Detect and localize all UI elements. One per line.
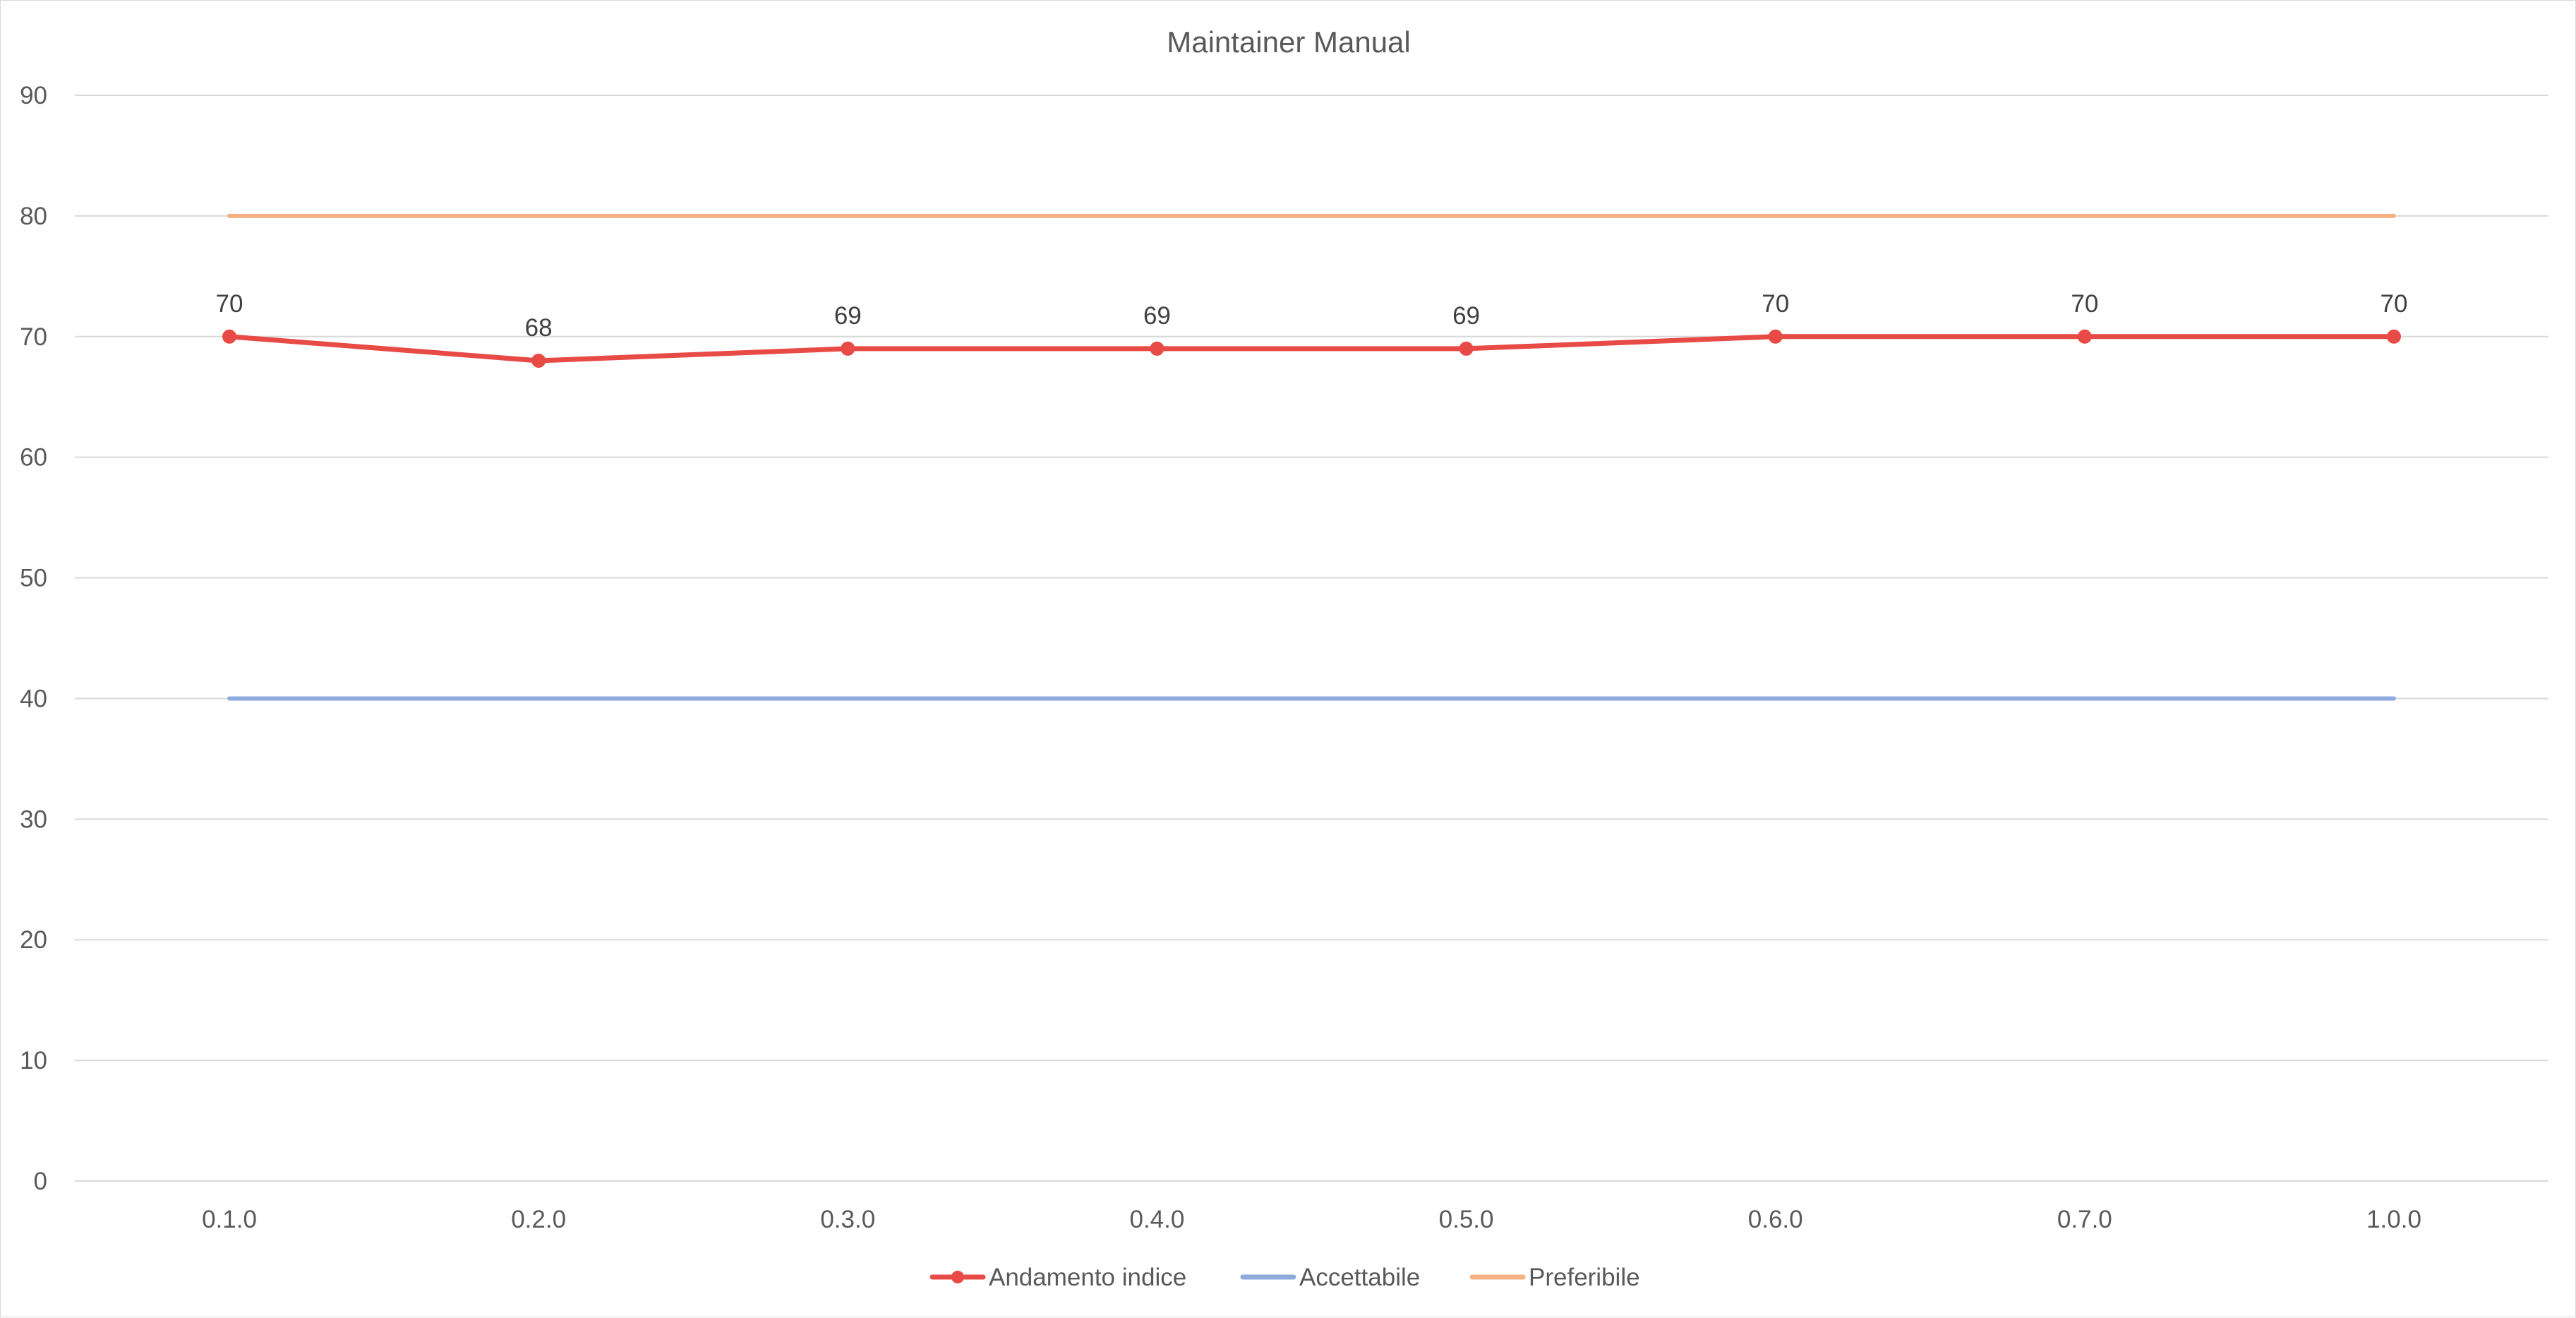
chart-title: Maintainer Manual xyxy=(1167,25,1411,59)
gridlines xyxy=(75,95,2548,1182)
x-tick-label: 1.0.0 xyxy=(2366,1206,2421,1233)
y-axis-ticks: 0 10 20 30 40 50 60 70 80 90 xyxy=(20,82,47,1195)
data-label: 69 xyxy=(1452,302,1480,330)
x-tick-label: 0.5.0 xyxy=(1439,1206,1494,1233)
x-tick-label: 0.3.0 xyxy=(820,1206,875,1233)
legend: Andamento indice Accettabile Preferibile xyxy=(929,1264,1640,1291)
series-lines xyxy=(222,213,2401,701)
legend-label: Accettabile xyxy=(1299,1264,1420,1291)
data-point xyxy=(222,329,236,344)
x-tick-label: 0.7.0 xyxy=(2057,1206,2112,1233)
x-tick-label: 0.2.0 xyxy=(511,1206,566,1233)
x-tick-label: 0.6.0 xyxy=(1748,1206,1803,1233)
data-label: 70 xyxy=(2071,290,2098,318)
data-label: 69 xyxy=(1143,302,1171,330)
data-point xyxy=(2077,329,2092,344)
y-tick-label: 80 xyxy=(20,203,47,230)
y-tick-label: 20 xyxy=(20,926,47,954)
legend-label: Preferibile xyxy=(1529,1264,1640,1291)
data-label: 70 xyxy=(2381,290,2408,318)
y-tick-label: 10 xyxy=(20,1047,47,1074)
data-point xyxy=(2387,329,2401,344)
y-tick-label: 60 xyxy=(20,444,47,472)
data-label: 68 xyxy=(525,314,553,342)
data-point xyxy=(1768,329,1783,344)
x-axis-ticks: 0.1.0 0.2.0 0.3.0 0.4.0 0.5.0 0.6.0 0.7.0 1.0.0 xyxy=(202,1206,2421,1233)
x-tick-label: 0.1.0 xyxy=(202,1206,257,1233)
legend-item-andamento-indice: Andamento indice xyxy=(929,1264,1186,1291)
legend-item-preferibile: Preferibile xyxy=(1469,1264,1640,1291)
data-label: 69 xyxy=(834,302,862,330)
series-line-andamento-indice xyxy=(227,334,2397,364)
y-tick-label: 40 xyxy=(20,685,47,712)
y-tick-label: 70 xyxy=(20,323,47,351)
y-tick-label: 30 xyxy=(20,805,47,833)
data-labels: 70 68 69 69 69 70 70 70 xyxy=(216,290,2408,342)
legend-label: Andamento indice xyxy=(989,1264,1186,1291)
legend-item-accettabile: Accettabile xyxy=(1240,1264,1420,1291)
y-tick-label: 50 xyxy=(20,565,47,592)
legend-marker xyxy=(951,1271,964,1283)
x-tick-label: 0.4.0 xyxy=(1129,1206,1184,1233)
data-point xyxy=(841,341,855,356)
y-tick-label: 90 xyxy=(20,82,47,109)
data-label: 70 xyxy=(216,290,243,318)
data-point xyxy=(531,353,546,368)
data-point xyxy=(1150,341,1164,356)
y-tick-label: 0 xyxy=(34,1168,47,1195)
data-label: 70 xyxy=(1762,290,1789,318)
data-point xyxy=(1459,341,1474,356)
